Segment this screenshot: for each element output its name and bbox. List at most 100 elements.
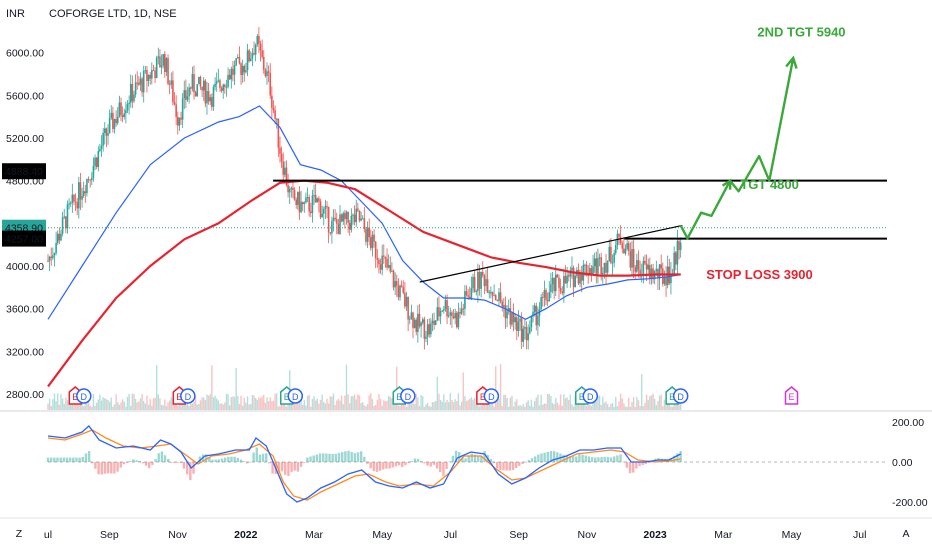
osc-histogram-bar (514, 462, 518, 469)
volume-bar (654, 398, 656, 410)
osc-histogram-bar (632, 462, 635, 473)
osc-histogram-bar (483, 451, 486, 462)
osc-histogram-bar (549, 451, 553, 462)
volume-bar (211, 365, 213, 410)
candle-body (592, 266, 594, 274)
annotation-label: 2ND TGT 5940 (757, 25, 845, 40)
osc-histogram-bar (445, 462, 448, 470)
volume-bar (141, 394, 143, 410)
candle-body (446, 300, 448, 317)
volume-bar (48, 398, 51, 410)
osc-histogram-bar (167, 458, 170, 462)
osc-histogram-bar (246, 462, 249, 464)
candle-body (457, 311, 460, 328)
osc-histogram-bar (347, 450, 350, 462)
candle-body (525, 327, 528, 341)
volume-bar (345, 364, 348, 410)
osc-histogram-bar (331, 453, 334, 462)
candle-body (498, 292, 500, 301)
candle-body (297, 191, 299, 205)
volume-bar (608, 406, 610, 410)
osc-histogram-bar (587, 456, 591, 462)
osc-histogram-bar (303, 462, 306, 463)
candle-body (116, 116, 119, 124)
candle-body (528, 327, 531, 334)
candle-body (589, 268, 591, 276)
candle-body (222, 84, 224, 91)
volume-bar (368, 395, 370, 410)
osc-histogram-bar (154, 459, 157, 462)
osc-histogram-bar (141, 462, 145, 464)
candle-body (129, 83, 132, 103)
volume-bar (121, 399, 124, 410)
osc-histogram-bar (97, 462, 100, 475)
candle-body (520, 318, 523, 342)
candle-body (663, 276, 666, 284)
volume-bar (287, 404, 289, 410)
volume-bar (569, 394, 572, 410)
osc-histogram-bar (72, 457, 75, 462)
osc-histogram-bar (439, 462, 442, 473)
candle-body (282, 161, 285, 175)
scale-mode-button[interactable] (8, 524, 30, 542)
candle-body (305, 197, 307, 203)
volume-bar (566, 397, 568, 410)
volume-bar (590, 406, 593, 410)
osc-histogram-bar (87, 451, 91, 462)
volume-bar (240, 395, 242, 410)
candle-body (355, 208, 358, 223)
candle-body (224, 84, 226, 87)
x-tick-label: 2022 (234, 529, 258, 541)
volume-bar (301, 405, 304, 410)
volume-bar (540, 394, 542, 410)
price-tag (2, 163, 46, 180)
volume-bar (447, 402, 450, 410)
volume-bar (319, 399, 322, 410)
volume-bar (352, 396, 354, 410)
volume-bar (238, 404, 241, 410)
candle-body (407, 296, 409, 320)
volume-bar (561, 405, 563, 410)
candle-body (306, 197, 309, 199)
volume-bar (276, 393, 278, 410)
candle-body (353, 214, 356, 223)
candle-body (373, 234, 375, 242)
volume-bar (259, 398, 262, 410)
candle-body (82, 191, 85, 196)
osc-histogram-bar (138, 461, 141, 462)
volume-bar (662, 406, 664, 410)
volume-bar (592, 402, 594, 410)
candle-body (624, 248, 627, 254)
candle-body (259, 43, 262, 51)
candle-body (384, 256, 387, 259)
osc-histogram-bar (647, 462, 651, 463)
volume-bar (282, 403, 284, 410)
candle-body (413, 319, 416, 328)
volume-bar (105, 399, 108, 410)
candle-body (563, 276, 565, 294)
candle-body (662, 268, 664, 284)
volume-bar (74, 403, 77, 410)
dividend-marker (76, 388, 92, 404)
candle-body (637, 260, 640, 270)
volume-bar (99, 394, 101, 410)
candle-body (314, 195, 317, 203)
candle-body (455, 312, 458, 328)
candle-body (311, 195, 314, 214)
volume-bar (370, 393, 372, 410)
auto-scale-button[interactable] (895, 524, 917, 542)
osc-histogram-bar (110, 462, 113, 474)
volume-bar (387, 395, 390, 410)
volume-bar (349, 403, 351, 410)
osc-histogram-bar (75, 457, 78, 462)
candle-body (81, 195, 83, 200)
volume-bar (206, 394, 208, 410)
osc-histogram-bar (100, 462, 103, 475)
volume-bar (362, 402, 364, 410)
volume-bar (435, 400, 437, 410)
candle-body (546, 300, 549, 302)
candle-body (550, 284, 552, 293)
candle-body (258, 35, 260, 44)
volume-bar (298, 399, 301, 410)
